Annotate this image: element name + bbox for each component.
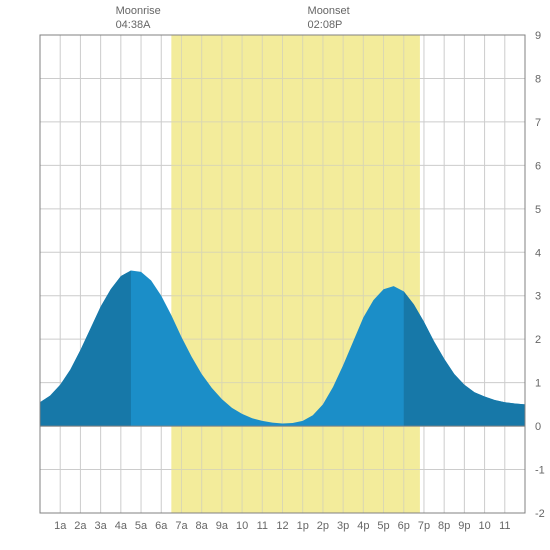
svg-text:2: 2 <box>535 334 541 346</box>
svg-text:9: 9 <box>535 30 541 42</box>
svg-text:10: 10 <box>236 520 248 532</box>
svg-text:1p: 1p <box>297 520 309 532</box>
moonrise-annotation: Moonrise 04:38A <box>116 4 161 33</box>
svg-text:5p: 5p <box>377 520 389 532</box>
svg-text:3a: 3a <box>95 520 108 532</box>
svg-text:7p: 7p <box>418 520 430 532</box>
svg-text:-1: -1 <box>535 465 545 477</box>
svg-text:4p: 4p <box>357 520 369 532</box>
svg-text:7: 7 <box>535 117 541 129</box>
svg-text:3: 3 <box>535 291 541 303</box>
chart-svg: 1a2a3a4a5a6a7a8a9a1011121p2p3p4p5p6p7p8p… <box>0 0 550 550</box>
svg-text:9p: 9p <box>458 520 470 532</box>
svg-text:8p: 8p <box>438 520 450 532</box>
svg-text:9a: 9a <box>216 520 229 532</box>
svg-text:8: 8 <box>535 73 541 85</box>
svg-text:6a: 6a <box>155 520 168 532</box>
svg-text:8a: 8a <box>196 520 209 532</box>
svg-text:10: 10 <box>478 520 490 532</box>
svg-text:6p: 6p <box>398 520 410 532</box>
svg-text:4a: 4a <box>115 520 128 532</box>
svg-text:2p: 2p <box>317 520 329 532</box>
svg-text:12: 12 <box>276 520 288 532</box>
moonrise-title: Moonrise <box>116 5 161 17</box>
tide-chart: Moonrise 04:38A Moonset 02:08P 1a 2a 3a 4a 5… <box>0 0 550 550</box>
svg-text:5a: 5a <box>135 520 148 532</box>
svg-text:7a: 7a <box>175 520 188 532</box>
svg-text:11: 11 <box>499 520 510 532</box>
moonset-annotation: Moonset 02:08P <box>308 4 350 33</box>
svg-text:5: 5 <box>535 204 541 216</box>
moonset-time: 02:08P <box>308 19 343 31</box>
svg-text:6: 6 <box>535 160 541 172</box>
svg-text:2a: 2a <box>74 520 87 532</box>
svg-text:3p: 3p <box>337 520 349 532</box>
moonrise-time: 04:38A <box>116 19 151 31</box>
svg-text:1: 1 <box>535 378 541 390</box>
svg-text:1a: 1a <box>54 520 67 532</box>
svg-text:0: 0 <box>535 421 541 433</box>
svg-text:-2: -2 <box>535 508 545 520</box>
svg-text:4: 4 <box>535 247 541 259</box>
moonset-title: Moonset <box>308 5 350 17</box>
svg-text:11: 11 <box>257 520 268 532</box>
